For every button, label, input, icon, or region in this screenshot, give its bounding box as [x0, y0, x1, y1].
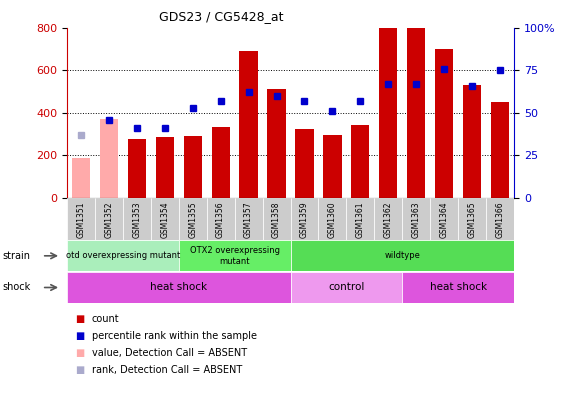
Text: shock: shock [3, 282, 31, 293]
Bar [239, 51, 257, 198]
Text: GDS23 / CG5428_at: GDS23 / CG5428_at [159, 10, 283, 23]
Bar [235, 198, 263, 240]
Text: ■: ■ [76, 314, 85, 324]
Text: GSM1354: GSM1354 [160, 201, 169, 238]
Bar [403, 272, 514, 303]
Text: GSM1355: GSM1355 [188, 201, 197, 238]
Bar [491, 102, 510, 198]
Text: GSM1364: GSM1364 [440, 201, 449, 238]
Bar [100, 119, 118, 198]
Bar [211, 127, 229, 198]
Text: GSM1356: GSM1356 [216, 201, 225, 238]
Bar [290, 240, 514, 271]
Bar [458, 198, 486, 240]
Bar [67, 198, 95, 240]
Bar [150, 198, 179, 240]
Text: ■: ■ [76, 348, 85, 358]
Bar [431, 198, 458, 240]
Bar [346, 198, 374, 240]
Text: percentile rank within the sample: percentile rank within the sample [92, 331, 257, 341]
Text: GSM1352: GSM1352 [104, 201, 113, 238]
Bar [263, 198, 290, 240]
Bar [318, 198, 346, 240]
Bar [463, 85, 481, 198]
Text: GSM1359: GSM1359 [300, 201, 309, 238]
Bar [67, 240, 179, 271]
Bar [123, 198, 150, 240]
Bar [179, 240, 290, 271]
Bar [379, 28, 397, 198]
Text: ■: ■ [76, 331, 85, 341]
Bar [179, 198, 207, 240]
Text: GSM1361: GSM1361 [356, 201, 365, 238]
Text: GSM1358: GSM1358 [272, 201, 281, 238]
Bar [403, 198, 431, 240]
Text: rank, Detection Call = ABSENT: rank, Detection Call = ABSENT [92, 365, 242, 375]
Bar [295, 129, 314, 198]
Text: otd overexpressing mutant: otd overexpressing mutant [66, 251, 180, 260]
Text: GSM1363: GSM1363 [412, 201, 421, 238]
Text: heat shock: heat shock [430, 282, 487, 293]
Text: count: count [92, 314, 120, 324]
Text: GSM1366: GSM1366 [496, 201, 505, 238]
Text: wildtype: wildtype [385, 251, 420, 260]
Text: heat shock: heat shock [150, 282, 207, 293]
Text: OTX2 overexpressing
mutant: OTX2 overexpressing mutant [189, 246, 279, 265]
Bar [324, 135, 342, 198]
Bar [71, 158, 90, 198]
Text: GSM1353: GSM1353 [132, 201, 141, 238]
Bar [435, 49, 453, 198]
Bar [267, 89, 286, 198]
Text: GSM1360: GSM1360 [328, 201, 337, 238]
Bar [352, 125, 370, 198]
Text: value, Detection Call = ABSENT: value, Detection Call = ABSENT [92, 348, 247, 358]
Bar [67, 272, 290, 303]
Text: GSM1351: GSM1351 [76, 201, 85, 238]
Text: GSM1362: GSM1362 [384, 201, 393, 238]
Bar [407, 28, 425, 198]
Bar [374, 198, 403, 240]
Bar [486, 198, 514, 240]
Text: strain: strain [3, 251, 31, 261]
Bar [95, 198, 123, 240]
Bar [156, 137, 174, 198]
Bar [207, 198, 235, 240]
Text: GSM1357: GSM1357 [244, 201, 253, 238]
Bar [128, 139, 146, 198]
Bar [184, 136, 202, 198]
Text: GSM1365: GSM1365 [468, 201, 477, 238]
Text: control: control [328, 282, 365, 293]
Bar [290, 198, 318, 240]
Bar [290, 272, 403, 303]
Text: ■: ■ [76, 365, 85, 375]
